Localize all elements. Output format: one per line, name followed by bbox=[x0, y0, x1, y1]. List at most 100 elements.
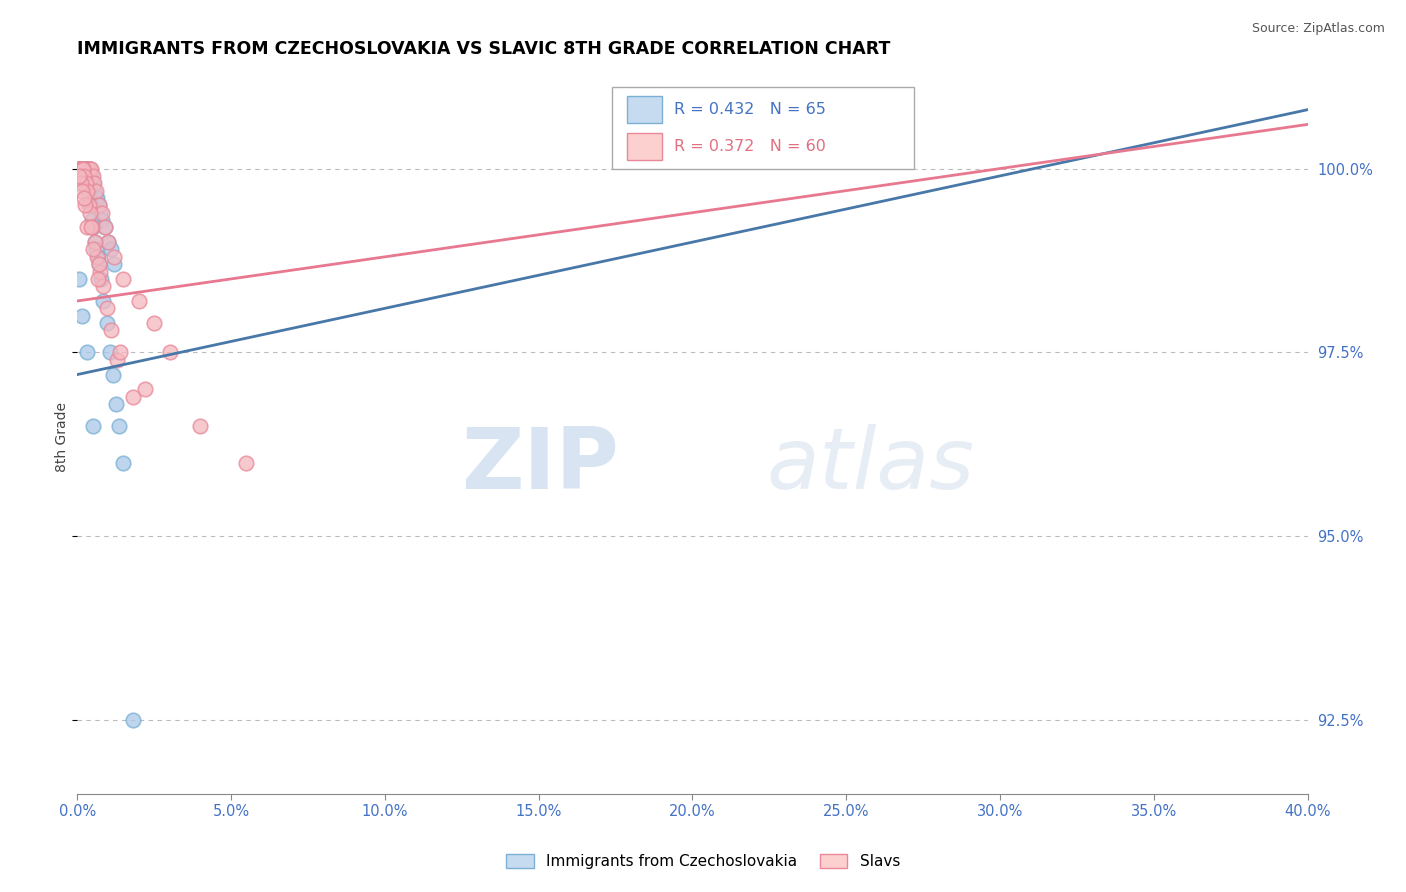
Point bbox=[76, 220, 98, 235]
Point bbox=[87, 272, 110, 286]
Point bbox=[103, 257, 125, 271]
Point bbox=[77, 184, 100, 198]
Point bbox=[70, 176, 93, 190]
Point bbox=[77, 198, 100, 212]
Point bbox=[75, 161, 97, 176]
Point bbox=[82, 220, 104, 235]
Point bbox=[75, 161, 97, 176]
Point bbox=[101, 368, 124, 382]
Point bbox=[76, 176, 98, 190]
Point bbox=[72, 161, 94, 176]
Point bbox=[73, 198, 96, 212]
Point bbox=[70, 161, 93, 176]
Point bbox=[82, 220, 104, 235]
Point bbox=[70, 309, 93, 323]
Point bbox=[89, 205, 111, 219]
Point bbox=[80, 220, 103, 235]
Point bbox=[67, 176, 90, 190]
Point bbox=[93, 279, 115, 293]
Point bbox=[235, 456, 257, 470]
Point bbox=[70, 161, 93, 176]
Point bbox=[121, 390, 143, 404]
Point bbox=[79, 161, 101, 176]
Point bbox=[90, 213, 114, 227]
Text: R = 0.372   N = 60: R = 0.372 N = 60 bbox=[673, 139, 825, 154]
Point bbox=[73, 169, 96, 183]
Point bbox=[82, 169, 104, 183]
Point bbox=[79, 191, 101, 205]
Point bbox=[86, 243, 108, 257]
Point bbox=[75, 161, 97, 176]
Text: Source: ZipAtlas.com: Source: ZipAtlas.com bbox=[1251, 22, 1385, 36]
Text: R = 0.432   N = 65: R = 0.432 N = 65 bbox=[673, 102, 825, 117]
Point bbox=[73, 161, 96, 176]
Point bbox=[121, 714, 143, 728]
Point bbox=[87, 198, 110, 212]
Point bbox=[96, 316, 118, 330]
Point bbox=[82, 213, 104, 227]
Point bbox=[69, 161, 91, 176]
Point bbox=[105, 352, 128, 367]
Point bbox=[84, 191, 107, 205]
Point bbox=[75, 161, 97, 176]
Point bbox=[70, 161, 93, 176]
Point bbox=[76, 169, 98, 183]
Point bbox=[82, 419, 104, 434]
Point bbox=[76, 161, 98, 176]
Text: atlas: atlas bbox=[766, 424, 974, 508]
Point bbox=[69, 272, 91, 286]
Point bbox=[67, 161, 90, 176]
Point bbox=[89, 257, 111, 271]
Point bbox=[100, 243, 122, 257]
Point bbox=[72, 161, 94, 176]
Point bbox=[84, 235, 107, 249]
Point bbox=[70, 161, 93, 176]
Point bbox=[77, 161, 100, 176]
Point bbox=[72, 161, 94, 176]
Point bbox=[69, 161, 91, 176]
Point bbox=[84, 184, 107, 198]
Point bbox=[70, 161, 93, 176]
Point bbox=[89, 264, 111, 278]
Point bbox=[76, 161, 98, 176]
Text: IMMIGRANTS FROM CZECHOSLOVAKIA VS SLAVIC 8TH GRADE CORRELATION CHART: IMMIGRANTS FROM CZECHOSLOVAKIA VS SLAVIC… bbox=[77, 40, 891, 58]
Point bbox=[94, 220, 117, 235]
Point bbox=[159, 345, 181, 359]
Point bbox=[128, 293, 150, 308]
Y-axis label: 8th Grade: 8th Grade bbox=[55, 402, 69, 472]
Point bbox=[134, 382, 156, 396]
Point bbox=[79, 198, 101, 212]
Point bbox=[86, 250, 108, 264]
Point bbox=[86, 191, 108, 205]
Point bbox=[72, 161, 94, 176]
Point bbox=[80, 169, 103, 183]
Point bbox=[72, 161, 94, 176]
Point bbox=[73, 161, 96, 176]
Point bbox=[69, 161, 91, 176]
Point bbox=[98, 345, 121, 359]
Point bbox=[72, 161, 94, 176]
Point bbox=[76, 161, 98, 176]
Point bbox=[190, 419, 212, 434]
Point bbox=[83, 184, 105, 198]
Point bbox=[83, 176, 105, 190]
Point bbox=[104, 397, 127, 411]
Point bbox=[70, 161, 93, 176]
FancyBboxPatch shape bbox=[613, 87, 914, 169]
Legend: Immigrants from Czechoslovakia, Slavs: Immigrants from Czechoslovakia, Slavs bbox=[501, 848, 905, 875]
Point bbox=[90, 272, 112, 286]
Point bbox=[69, 161, 91, 176]
Point bbox=[94, 220, 117, 235]
Point bbox=[87, 250, 110, 264]
Point bbox=[69, 169, 91, 183]
Point bbox=[75, 161, 97, 176]
Point bbox=[93, 293, 115, 308]
Point bbox=[77, 161, 100, 176]
Point bbox=[73, 161, 96, 176]
Point bbox=[67, 161, 90, 176]
Bar bbox=[627, 133, 662, 161]
Point bbox=[76, 184, 98, 198]
Point bbox=[70, 161, 93, 176]
Point bbox=[76, 345, 98, 359]
Point bbox=[72, 161, 94, 176]
